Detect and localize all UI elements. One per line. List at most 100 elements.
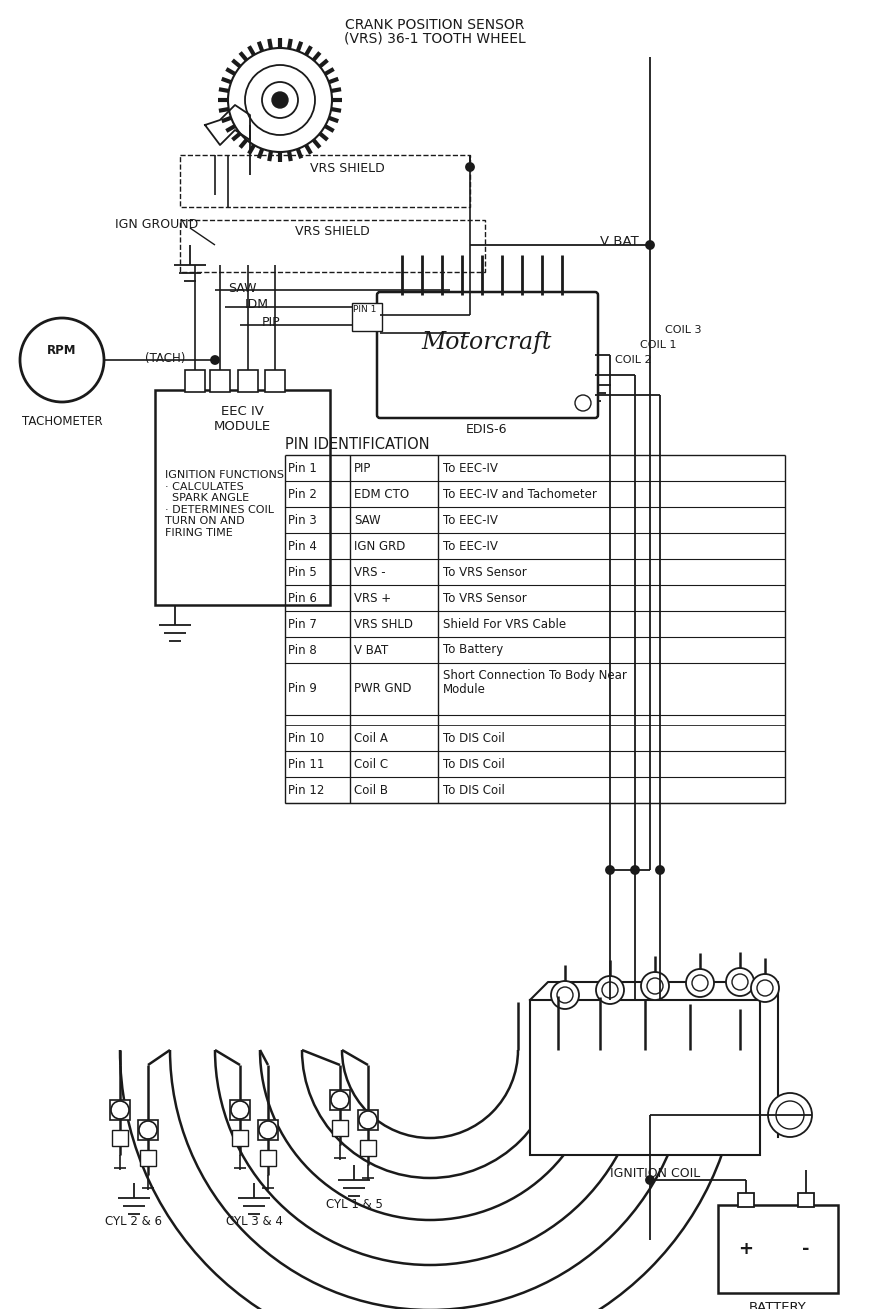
Circle shape (20, 318, 104, 402)
Text: CYL 1 & 5: CYL 1 & 5 (325, 1198, 382, 1211)
Bar (260, 1151, 275, 1166)
Text: CYL 3 & 4: CYL 3 & 4 (225, 1215, 282, 1228)
Circle shape (646, 241, 653, 249)
Circle shape (725, 967, 753, 996)
Text: CYL 2 & 6: CYL 2 & 6 (105, 1215, 163, 1228)
Bar (529, 1000, 760, 1155)
Circle shape (646, 1175, 653, 1185)
Bar (238, 370, 258, 391)
Bar (138, 1121, 158, 1140)
Text: Pin 9: Pin 9 (288, 682, 316, 695)
Text: Module: Module (442, 683, 485, 696)
Bar (717, 1206, 837, 1293)
Text: To DIS Coil: To DIS Coil (442, 758, 504, 771)
Bar (797, 1192, 813, 1207)
Text: TACHOMETER: TACHOMETER (22, 415, 103, 428)
Bar (140, 1151, 156, 1166)
Text: COIL 2: COIL 2 (614, 355, 651, 365)
Text: Coil C: Coil C (354, 758, 388, 771)
Text: IGNITION COIL: IGNITION COIL (609, 1168, 700, 1179)
Bar (180, 154, 469, 207)
Circle shape (262, 82, 298, 118)
Circle shape (211, 356, 219, 364)
Text: Pin 6: Pin 6 (288, 592, 316, 605)
Text: Motorcraft: Motorcraft (421, 331, 552, 355)
Bar (180, 220, 484, 272)
Text: Pin 12: Pin 12 (288, 784, 324, 796)
Bar (232, 1130, 248, 1145)
Bar (258, 1121, 278, 1140)
Text: To Battery: To Battery (442, 644, 502, 657)
Bar (229, 1100, 249, 1121)
Text: PIP: PIP (262, 315, 281, 329)
Text: +: + (738, 1240, 753, 1258)
Text: PIN 1: PIN 1 (353, 305, 376, 314)
Circle shape (330, 1090, 348, 1109)
Circle shape (139, 1121, 156, 1139)
Text: COIL 1: COIL 1 (640, 340, 676, 350)
Text: EDM CTO: EDM CTO (354, 487, 408, 500)
Text: Pin 2: Pin 2 (288, 487, 316, 500)
Circle shape (647, 978, 662, 994)
Text: VRS -: VRS - (354, 565, 385, 579)
Circle shape (630, 867, 638, 874)
Text: Pin 7: Pin 7 (288, 618, 316, 631)
Text: Pin 5: Pin 5 (288, 565, 316, 579)
Text: Pin 4: Pin 4 (288, 539, 316, 552)
Text: SAW: SAW (228, 281, 256, 295)
Bar (332, 1121, 348, 1136)
Circle shape (775, 1101, 803, 1128)
Bar (360, 1140, 375, 1156)
Bar (112, 1130, 128, 1145)
Bar (155, 390, 329, 605)
Text: To EEC-IV: To EEC-IV (442, 539, 497, 552)
Circle shape (595, 977, 623, 1004)
Circle shape (601, 982, 617, 997)
Text: Short Connection To Body Near: Short Connection To Body Near (442, 669, 627, 682)
Text: PIP: PIP (354, 462, 371, 474)
Text: To EEC-IV: To EEC-IV (442, 513, 497, 526)
Text: Shield For VRS Cable: Shield For VRS Cable (442, 618, 566, 631)
Circle shape (259, 1121, 276, 1139)
Text: To DIS Coil: To DIS Coil (442, 784, 504, 796)
Circle shape (691, 975, 707, 991)
Text: CRANK POSITION SENSOR: CRANK POSITION SENSOR (345, 18, 524, 31)
Circle shape (655, 867, 663, 874)
Bar (352, 302, 381, 331)
Circle shape (750, 974, 778, 1001)
Bar (737, 1192, 753, 1207)
Circle shape (574, 395, 590, 411)
Text: To VRS Sensor: To VRS Sensor (442, 565, 526, 579)
Text: EEC IV
MODULE: EEC IV MODULE (213, 404, 270, 433)
Text: Pin 1: Pin 1 (288, 462, 316, 474)
Text: IGN GROUND: IGN GROUND (115, 219, 198, 230)
Circle shape (111, 1101, 129, 1119)
Text: VRS SHIELD: VRS SHIELD (295, 225, 369, 238)
Text: EDIS-6: EDIS-6 (466, 423, 507, 436)
Circle shape (228, 48, 332, 152)
Text: To EEC-IV: To EEC-IV (442, 462, 497, 474)
Text: V BAT: V BAT (600, 236, 638, 247)
Text: To VRS Sensor: To VRS Sensor (442, 592, 526, 605)
Circle shape (606, 867, 614, 874)
Circle shape (767, 1093, 811, 1138)
Text: V BAT: V BAT (354, 644, 388, 657)
Text: (VRS) 36-1 TOOTH WHEEL: (VRS) 36-1 TOOTH WHEEL (344, 31, 525, 46)
Text: IGN GRD: IGN GRD (354, 539, 405, 552)
Bar (329, 1090, 349, 1110)
Circle shape (686, 969, 713, 997)
Circle shape (466, 164, 474, 171)
Text: SAW: SAW (354, 513, 381, 526)
FancyBboxPatch shape (376, 292, 597, 418)
Circle shape (245, 65, 315, 135)
Text: COIL 3: COIL 3 (664, 325, 700, 335)
Circle shape (272, 92, 288, 109)
Bar (265, 370, 285, 391)
Text: VRS +: VRS + (354, 592, 391, 605)
Text: BATTERY: BATTERY (748, 1301, 806, 1309)
Bar (109, 1100, 129, 1121)
Bar (185, 370, 205, 391)
Bar (209, 370, 229, 391)
Text: Pin 10: Pin 10 (288, 732, 324, 745)
Text: VRS SHLD: VRS SHLD (354, 618, 413, 631)
